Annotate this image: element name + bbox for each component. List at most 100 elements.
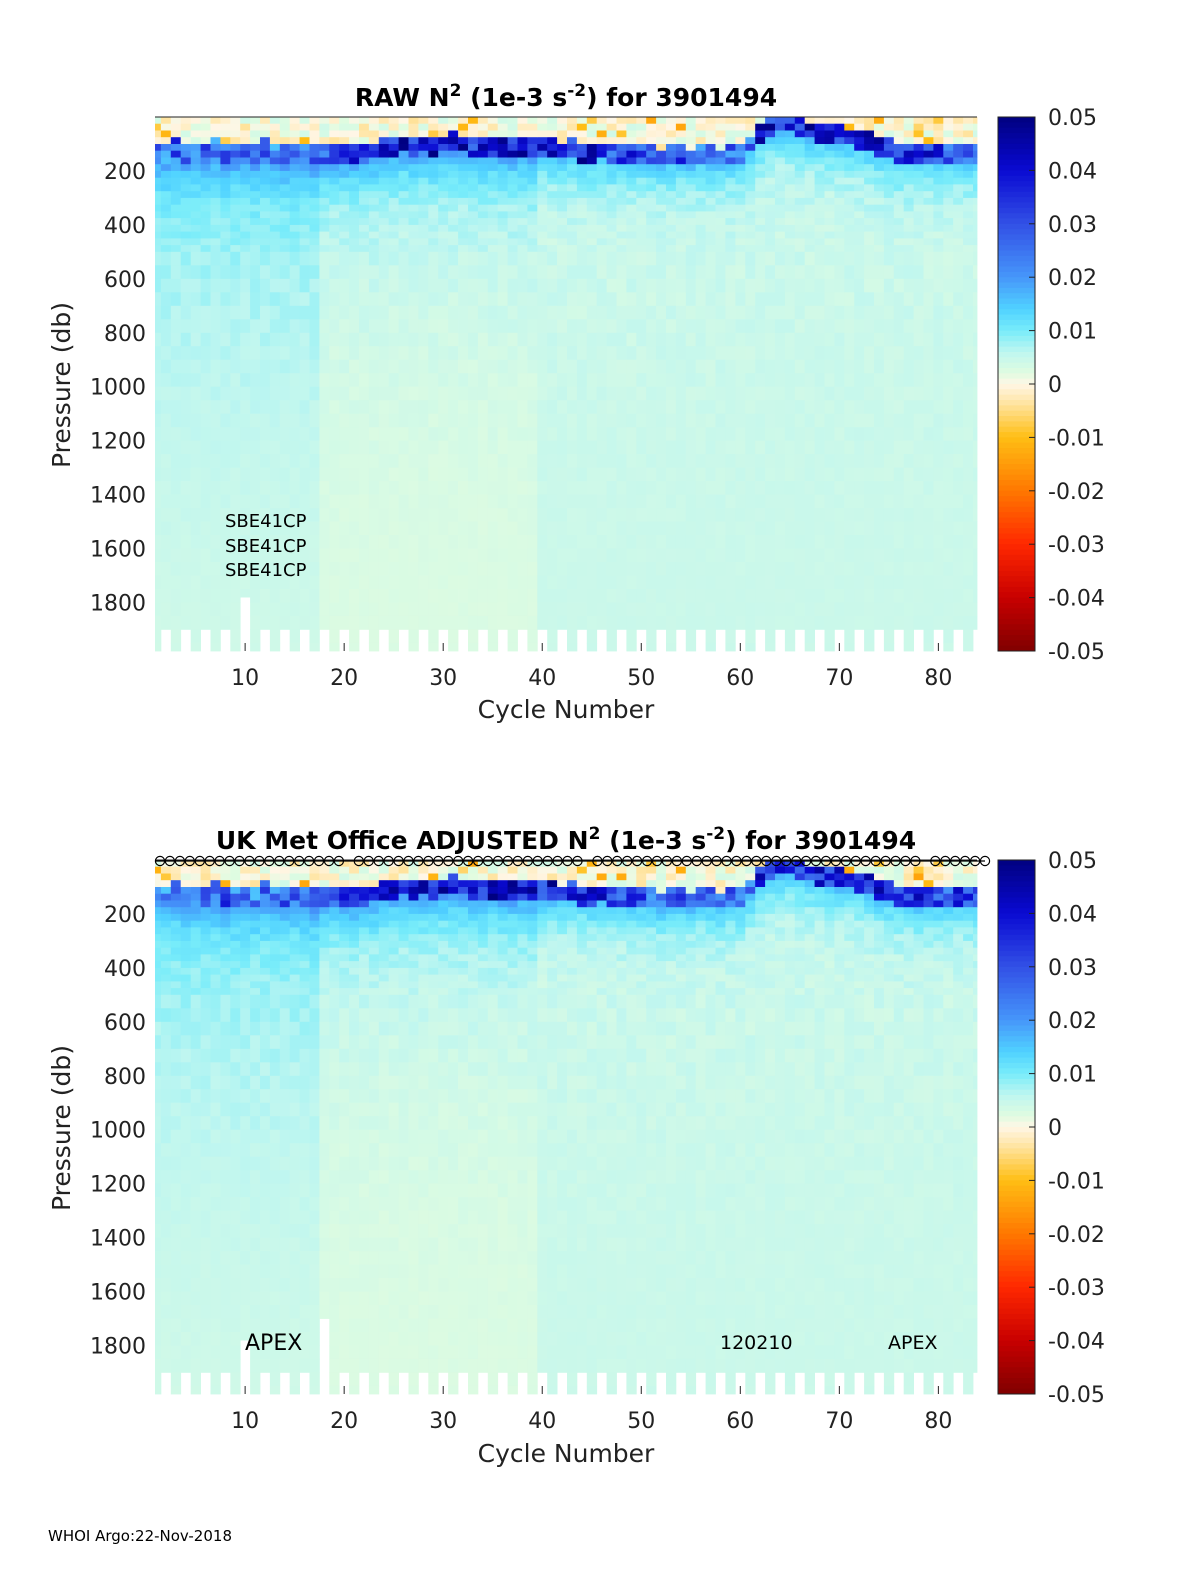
heatmap-cell [155, 1035, 161, 1049]
heatmap-cell [953, 218, 963, 225]
heatmap-cell [825, 144, 835, 151]
heatmap-cell [696, 184, 706, 191]
heatmap-cell [834, 400, 844, 414]
heatmap-cell [399, 198, 409, 205]
heatmap-cell [557, 468, 567, 482]
heatmap-cell [191, 1224, 201, 1238]
heatmap-cell [498, 151, 508, 158]
heatmap-cell [508, 245, 518, 252]
heatmap-cell [369, 205, 379, 212]
heatmap-cell [211, 508, 221, 522]
heatmap-cell [755, 265, 765, 279]
heatmap-cell [904, 333, 914, 347]
heatmap-cell [765, 238, 775, 245]
y-tick-label: 1400 [90, 484, 146, 509]
heatmap-cell [626, 137, 636, 144]
heatmap-cell [399, 164, 409, 171]
heatmap-cell [201, 481, 211, 495]
heatmap-cell [963, 131, 973, 138]
colorbar-segment [998, 288, 1035, 294]
heatmap-cell [250, 211, 260, 218]
heatmap-cell [438, 589, 448, 603]
heatmap-cell [161, 232, 171, 239]
heatmap-cell [161, 901, 171, 908]
heatmap-cell [924, 333, 934, 347]
heatmap-cell [155, 481, 161, 495]
heatmap-cell [815, 225, 825, 232]
heatmap-cell [607, 131, 617, 138]
heatmap-cell [577, 117, 587, 124]
heatmap-cell [617, 522, 627, 536]
heatmap-cell [537, 117, 547, 124]
heatmap-cell [155, 901, 161, 908]
heatmap-cell [270, 164, 280, 171]
heatmap-cell [161, 1157, 171, 1171]
heatmap-cell [953, 144, 963, 151]
heatmap-cell [418, 373, 428, 387]
heatmap-cell [844, 522, 854, 536]
heatmap-cell [805, 508, 815, 522]
heatmap-cell [240, 1103, 250, 1117]
heatmap-cell [706, 454, 716, 468]
heatmap-cell [775, 400, 785, 414]
heatmap-cell [389, 616, 399, 630]
heatmap-cell [666, 319, 676, 333]
heatmap-cell [349, 198, 359, 205]
heatmap-cell [290, 1170, 300, 1184]
heatmap-cell [399, 158, 409, 165]
heatmap-cell [844, 589, 854, 603]
heatmap-cell [607, 164, 617, 171]
heatmap-cell [369, 252, 379, 266]
heatmap-cell [201, 941, 211, 948]
heatmap-cell [201, 961, 211, 968]
heatmap-cell [864, 292, 874, 306]
heatmap-cell [924, 576, 934, 590]
heatmap-cell [250, 1076, 260, 1090]
heatmap-cell [260, 961, 270, 968]
heatmap-cell [201, 427, 211, 441]
heatmap-cell [874, 387, 884, 401]
heatmap-cell [211, 468, 221, 482]
heatmap-cell [310, 137, 320, 144]
heatmap-cell [359, 279, 369, 293]
heatmap-cell [527, 144, 537, 151]
heatmap-cell [250, 1170, 260, 1184]
heatmap-cell [478, 151, 488, 158]
heatmap-cell [973, 252, 977, 266]
colorbar-segment [998, 518, 1035, 524]
heatmap-cell [161, 975, 171, 982]
heatmap-cell [250, 158, 260, 165]
heatmap-cell [201, 333, 211, 347]
heatmap-cell [468, 643, 478, 652]
heatmap-cell [755, 225, 765, 232]
heatmap-cell [240, 245, 250, 252]
heatmap-cell [617, 171, 627, 178]
heatmap-cell [805, 387, 815, 401]
heatmap-cell [755, 171, 765, 178]
heatmap-cell [884, 481, 894, 495]
heatmap-cell [537, 306, 547, 320]
heatmap-cell [359, 178, 369, 185]
heatmap-cell [894, 184, 904, 191]
heatmap-cell [785, 549, 795, 563]
heatmap-cell [735, 616, 745, 630]
heatmap-cell [191, 1305, 201, 1319]
heatmap-cell [894, 508, 904, 522]
colorbar-segment [998, 576, 1035, 582]
heatmap-cell [418, 562, 428, 576]
heatmap-cell [369, 158, 379, 165]
heatmap-cell [438, 137, 448, 144]
heatmap-cell [369, 151, 379, 158]
heatmap-cell [300, 245, 310, 252]
heatmap-cell [349, 171, 359, 178]
heatmap-cell [220, 468, 230, 482]
heatmap-cell [963, 319, 973, 333]
heatmap-cell [805, 245, 815, 252]
heatmap-cell [725, 306, 735, 320]
heatmap-cell [369, 562, 379, 576]
heatmap-cell [181, 124, 191, 131]
heatmap-cell [656, 117, 666, 124]
heatmap-cell [716, 468, 726, 482]
heatmap-cell [765, 603, 775, 617]
heatmap-cell [349, 629, 359, 643]
